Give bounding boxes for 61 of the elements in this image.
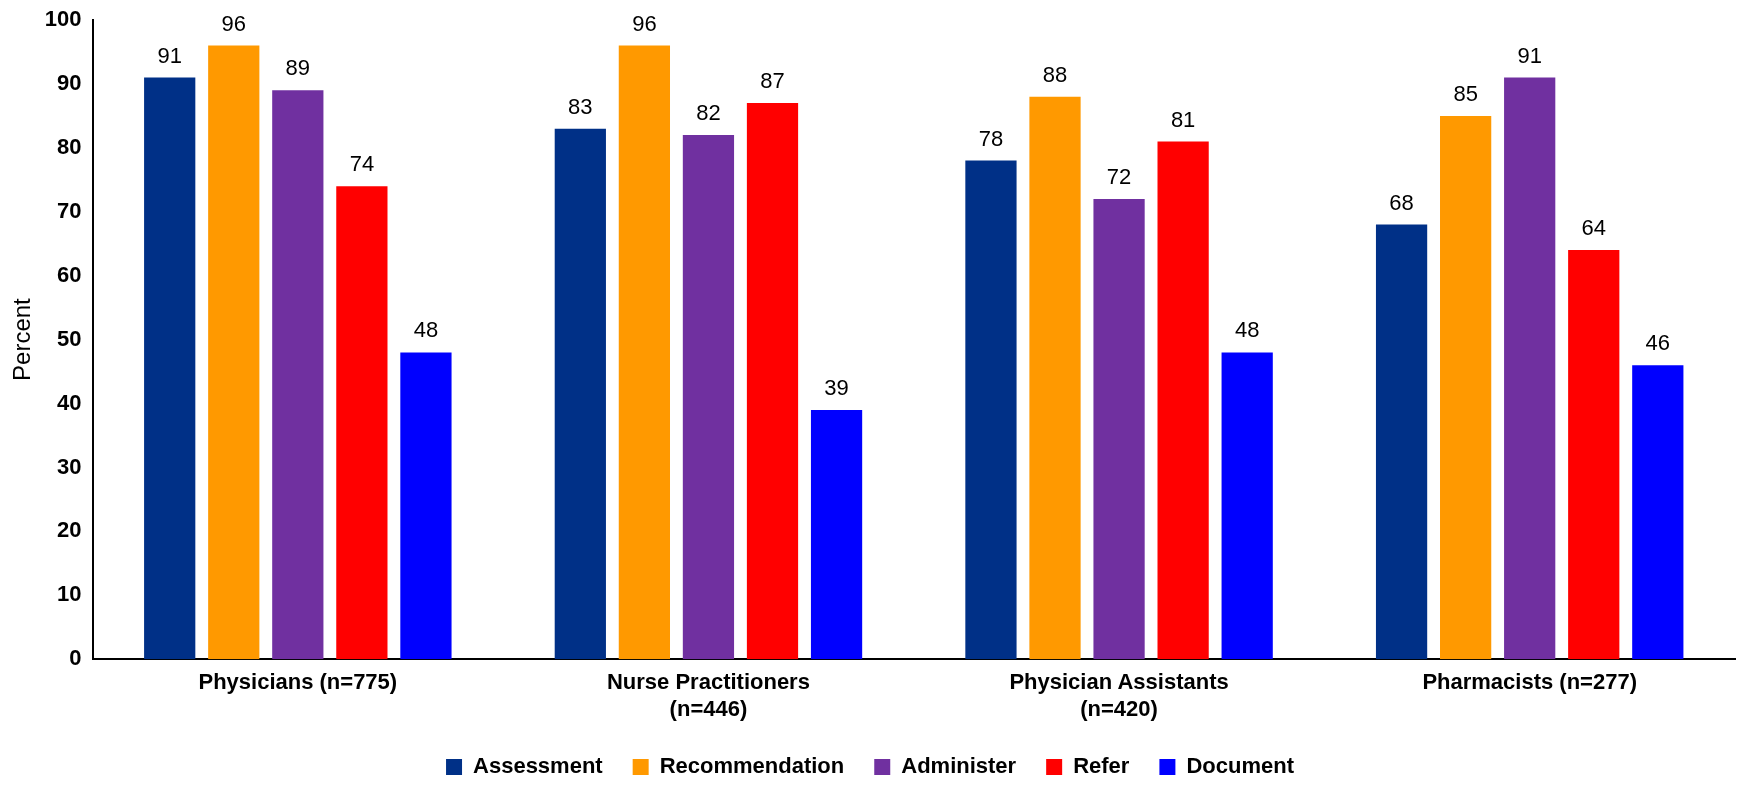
data-label: 91 [1517, 42, 1542, 68]
data-label: 91 [157, 42, 182, 68]
bar [272, 90, 324, 660]
y-tick-label: 30 [57, 453, 82, 479]
bar [144, 77, 196, 660]
data-label: 48 [413, 317, 439, 343]
data-label: 46 [1645, 330, 1671, 356]
bar [400, 352, 452, 660]
bar [1375, 224, 1428, 660]
y-tick-label: 40 [57, 389, 82, 415]
y-tick-label: 50 [57, 325, 82, 351]
bar [1440, 115, 1492, 660]
bar [1093, 198, 1145, 660]
bar [1568, 250, 1620, 660]
bar [336, 186, 388, 660]
y-tick-label: 70 [57, 197, 82, 223]
data-label: 88 [1042, 61, 1068, 87]
legend-label: Document [1186, 753, 1295, 779]
bar [965, 160, 1017, 660]
data-label: 68 [1389, 189, 1414, 215]
y-axis-title: Percent [8, 297, 36, 381]
data-label: 78 [978, 125, 1004, 151]
x-tick-label: Pharmacists (n=277) [1422, 669, 1637, 695]
data-label: 85 [1453, 80, 1478, 106]
bar [746, 103, 799, 660]
bar [1157, 141, 1209, 660]
data-label: 83 [568, 93, 593, 119]
y-tick-label: 10 [57, 581, 82, 607]
y-tick-label: 80 [57, 133, 82, 159]
bar [618, 45, 671, 660]
data-label: 87 [760, 68, 785, 94]
bar [1029, 96, 1081, 660]
bar [1632, 365, 1684, 660]
y-tick-label: 20 [57, 517, 82, 543]
bar [810, 409, 863, 660]
y-tick-label: 60 [57, 261, 82, 287]
y-tick-label: 0 [69, 645, 82, 671]
bar [208, 45, 260, 660]
data-label: 48 [1234, 317, 1260, 343]
data-label: 96 [632, 10, 657, 36]
bar [1504, 77, 1556, 660]
bar [682, 135, 735, 660]
data-label: 96 [221, 10, 246, 36]
legend-label: Administer [901, 753, 1017, 779]
x-tick-label: Physicians (n=775) [198, 669, 398, 695]
x-tick-label: Nurse Practitioners (n=446) [606, 669, 810, 721]
data-label: 82 [696, 100, 721, 126]
legend-label: Refer [1073, 753, 1130, 779]
bar [1221, 352, 1273, 660]
data-label: 74 [349, 151, 375, 177]
legend-label: Recommendation [659, 753, 845, 779]
data-label: 89 [285, 55, 311, 81]
y-tick-label: 100 [44, 6, 82, 32]
x-tick-label: Physician Assistants (n=420) [1009, 669, 1229, 721]
data-label: 72 [1106, 164, 1132, 190]
legend-label: Assessment [473, 753, 604, 779]
bar [554, 128, 606, 660]
data-label: 81 [1170, 106, 1196, 132]
data-label: 64 [1581, 215, 1606, 241]
data-label: 39 [824, 374, 849, 400]
y-tick-label: 90 [57, 69, 82, 95]
